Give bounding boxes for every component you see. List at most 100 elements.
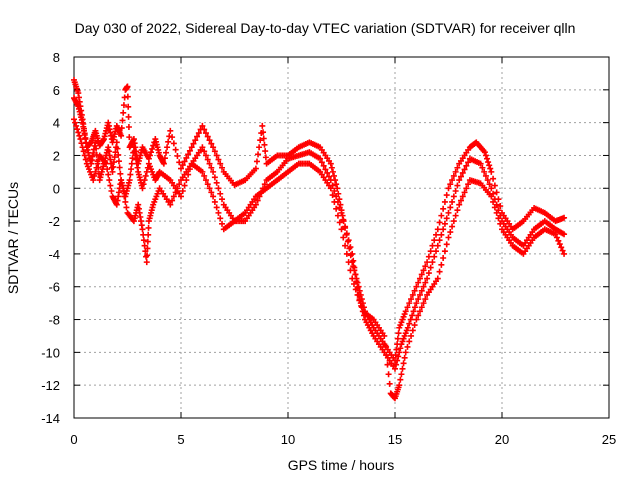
data-point: [211, 198, 218, 205]
data-point: [349, 250, 356, 257]
data-point: [160, 160, 167, 167]
data-point: [215, 185, 222, 192]
data-point: [103, 160, 110, 167]
x-tick-label: 15: [388, 432, 402, 447]
data-point: [411, 287, 418, 294]
data-point: [427, 248, 434, 255]
data-point: [213, 204, 220, 211]
data-point: [93, 164, 100, 171]
data-point: [166, 133, 173, 140]
data-point: [397, 345, 404, 352]
data-points: [71, 76, 568, 402]
data-point: [347, 267, 354, 274]
data-point: [347, 244, 354, 251]
data-point: [213, 179, 220, 186]
data-point: [491, 182, 498, 189]
data-point: [404, 304, 411, 311]
data-point: [334, 212, 341, 219]
data-point: [433, 231, 440, 238]
data-point: [113, 139, 120, 146]
data-point: [399, 365, 406, 372]
data-point: [406, 338, 413, 345]
data-point: [382, 342, 389, 349]
data-point: [140, 181, 147, 188]
data-point: [262, 154, 269, 161]
data-point: [447, 204, 454, 211]
data-point: [119, 117, 126, 124]
data-point: [126, 134, 133, 141]
series-upper-track: [71, 76, 568, 364]
data-point: [125, 103, 132, 110]
data-point: [108, 188, 115, 195]
data-point: [481, 168, 488, 175]
data-point: [128, 166, 135, 173]
data-point: [422, 296, 429, 303]
data-point: [210, 144, 217, 151]
data-point: [386, 380, 393, 387]
data-point: [416, 291, 423, 298]
data-point: [144, 238, 151, 245]
data-point: [106, 177, 113, 184]
data-point: [115, 158, 122, 165]
data-point: [122, 198, 129, 205]
data-point: [183, 154, 190, 161]
data-point: [343, 230, 350, 237]
data-point: [459, 169, 466, 176]
data-point: [215, 156, 222, 163]
data-point: [436, 237, 443, 244]
data-point: [456, 201, 463, 208]
data-point: [215, 209, 222, 216]
data-point: [454, 182, 461, 189]
data-point: [327, 185, 334, 192]
data-point: [393, 361, 400, 368]
data-point: [144, 245, 151, 252]
data-point: [120, 102, 127, 109]
data-point: [463, 162, 470, 169]
data-point: [461, 189, 468, 196]
data-point: [485, 159, 492, 166]
series-middle-track: [71, 95, 568, 372]
data-point: [202, 152, 209, 159]
data-point: [120, 109, 127, 116]
data-point: [350, 257, 357, 264]
data-point: [440, 205, 447, 212]
data-point: [318, 159, 325, 166]
data-point: [424, 275, 431, 282]
data-point: [201, 126, 208, 133]
data-point: [420, 267, 427, 274]
data-point: [213, 152, 220, 159]
data-point: [415, 312, 422, 319]
data-point: [450, 172, 457, 179]
data-point: [350, 280, 357, 287]
data-point: [126, 177, 133, 184]
data-point: [178, 165, 184, 172]
y-tick-label: 2: [53, 148, 60, 163]
data-point: [252, 165, 259, 172]
data-point: [438, 231, 445, 238]
data-point: [436, 219, 443, 226]
data-point: [488, 193, 495, 200]
y-tick-label: -14: [41, 411, 60, 426]
data-point: [206, 137, 213, 144]
data-point: [252, 201, 259, 208]
data-point: [406, 300, 413, 307]
data-point: [165, 138, 172, 145]
data-point: [121, 193, 128, 200]
data-point: [199, 144, 206, 151]
data-point: [123, 204, 130, 211]
data-point: [185, 151, 192, 158]
data-point: [413, 316, 420, 323]
data-point: [181, 158, 188, 165]
data-point: [78, 140, 85, 147]
data-point: [438, 261, 445, 268]
data-point: [408, 296, 415, 303]
data-point: [144, 252, 151, 259]
data-point: [406, 320, 413, 327]
data-point: [117, 170, 124, 177]
data-point: [486, 181, 493, 188]
data-point: [261, 181, 268, 188]
data-point: [90, 177, 97, 184]
data-point: [561, 250, 568, 257]
